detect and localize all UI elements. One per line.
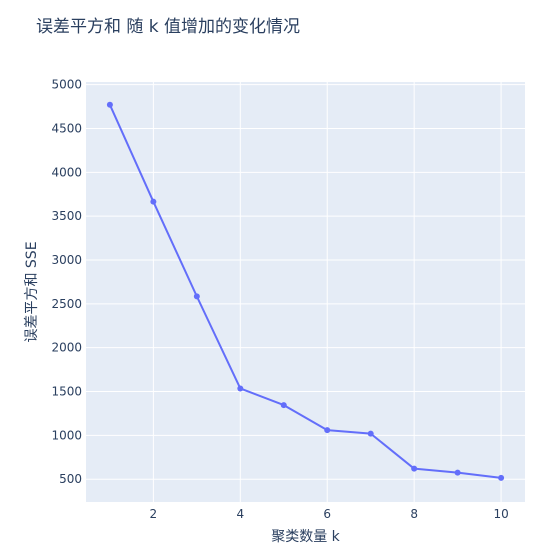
y-tick-labels: 500 1000 1500 2000 2500 3000 3500 4000 4500 5000	[51, 78, 82, 487]
x-gridlines	[152, 82, 502, 502]
data-point	[280, 402, 287, 409]
series-line	[108, 104, 502, 479]
chart-title: 误差平方和 随 k 值增加的变化情况	[36, 17, 300, 37]
x-tick-label: 8	[410, 507, 418, 521]
y-tick-label: 3500	[51, 209, 82, 223]
x-tick-label: 10	[493, 507, 508, 521]
x-tick-label: 6	[323, 507, 331, 521]
y-tick-label: 5000	[51, 78, 82, 92]
series-sse	[106, 101, 505, 481]
y-tick-label: 3000	[51, 253, 82, 267]
y-tick-label: 4500	[51, 121, 82, 135]
y-tick-label: 4000	[51, 165, 82, 179]
data-point	[454, 469, 461, 476]
y-tick-label: 500	[59, 472, 82, 486]
data-point	[498, 474, 505, 481]
data-point	[193, 293, 200, 300]
y-tick-label: 2000	[51, 341, 82, 355]
data-point	[367, 430, 374, 437]
y-tick-label: 2500	[51, 297, 82, 311]
data-point	[324, 427, 331, 434]
data-point	[237, 385, 244, 392]
plot-background	[86, 82, 525, 502]
x-axis-title: 聚类数量 k	[271, 529, 340, 545]
y-axis-title: 误差平方和 SSE	[24, 241, 40, 342]
x-tick-label: 2	[150, 507, 158, 521]
data-point	[150, 198, 157, 205]
data-point	[106, 101, 113, 108]
x-tick-label: 4	[236, 507, 244, 521]
y-tick-label: 1500	[51, 385, 82, 399]
y-tick-label: 1000	[51, 428, 82, 442]
data-point	[411, 465, 418, 472]
x-tick-labels: 2 4 6 8 10	[150, 507, 509, 521]
